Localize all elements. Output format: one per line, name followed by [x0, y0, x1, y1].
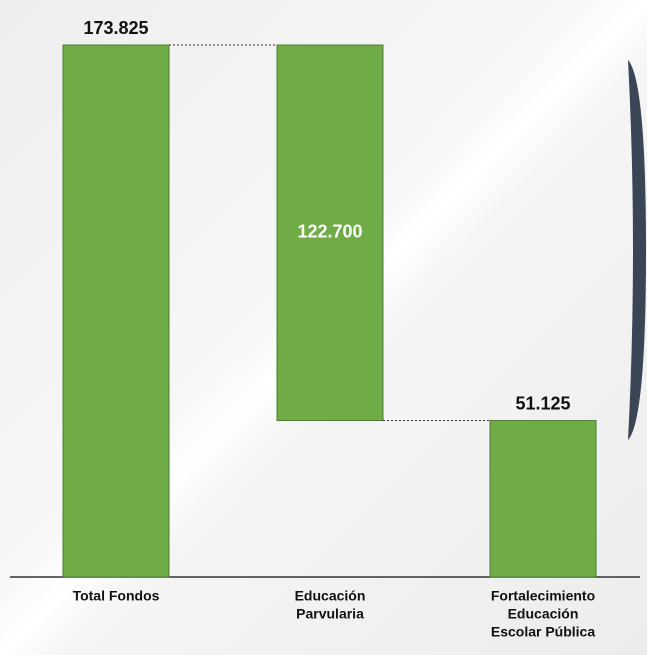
value-label: 51.125 — [515, 393, 570, 413]
bar — [276, 44, 384, 422]
bracket-decoration — [628, 60, 646, 440]
x-tick-label: Parvularia — [296, 606, 364, 622]
bar — [489, 420, 597, 578]
x-tick-label: Fortalecimiento — [491, 588, 595, 604]
bar — [62, 44, 170, 578]
x-tick-label: Educación — [508, 606, 579, 622]
x-tick-label: Escolar Pública — [491, 624, 595, 640]
x-tick-label: Educación — [295, 588, 366, 604]
value-label: 122.700 — [297, 222, 362, 242]
value-label: 173.825 — [83, 18, 148, 38]
x-tick-label: Total Fondos — [73, 588, 160, 604]
plot: 173.825 Total Fondos 122.700 Educación Parvu… — [62, 18, 597, 640]
